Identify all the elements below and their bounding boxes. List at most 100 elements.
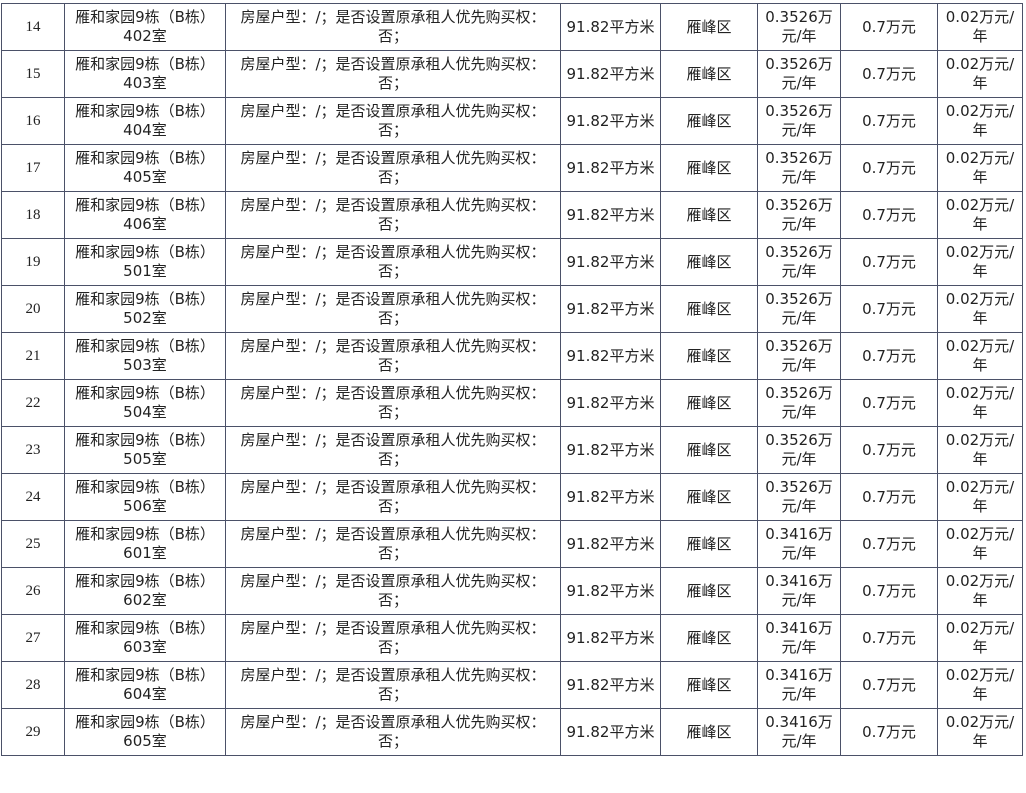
property-name-cell: 雁和家园9栋（B栋）501室 bbox=[64, 238, 226, 286]
deposit-cell: 0.7万元 bbox=[840, 567, 938, 615]
area-cell: 91.82平方米 bbox=[560, 567, 661, 615]
row-number-cell: 15 bbox=[1, 50, 65, 98]
district-cell: 雁峰区 bbox=[660, 426, 758, 474]
deposit-cell: 0.7万元 bbox=[840, 50, 938, 98]
property-name-cell: 雁和家园9栋（B栋）405室 bbox=[64, 144, 226, 192]
property-description-cell: 房屋户型：/；是否设置原承租人优先购买权：否； bbox=[225, 50, 561, 98]
district-cell: 雁峰区 bbox=[660, 191, 758, 239]
deposit-cell: 0.7万元 bbox=[840, 473, 938, 521]
annual-increment-cell: 0.02万元/年 bbox=[937, 50, 1023, 98]
property-name-cell: 雁和家园9栋（B栋）505室 bbox=[64, 426, 226, 474]
deposit-cell: 0.7万元 bbox=[840, 332, 938, 380]
deposit-cell: 0.7万元 bbox=[840, 426, 938, 474]
annual-increment-cell: 0.02万元/年 bbox=[937, 332, 1023, 380]
deposit-cell: 0.7万元 bbox=[840, 238, 938, 286]
property-description-cell: 房屋户型：/；是否设置原承租人优先购买权：否； bbox=[225, 520, 561, 568]
district-cell: 雁峰区 bbox=[660, 520, 758, 568]
rent-price-cell: 0.3416万元/年 bbox=[757, 708, 841, 756]
deposit-cell: 0.7万元 bbox=[840, 3, 938, 51]
table-row: 18 雁和家园9栋（B栋）406室 房屋户型：/；是否设置原承租人优先购买权：否； 9… bbox=[1, 191, 1023, 239]
rent-price-cell: 0.3416万元/年 bbox=[757, 614, 841, 662]
table-row: 20 雁和家园9栋（B栋）502室 房屋户型：/；是否设置原承租人优先购买权：否； 9… bbox=[1, 285, 1023, 333]
property-name-cell: 雁和家园9栋（B栋）602室 bbox=[64, 567, 226, 615]
rent-price-cell: 0.3526万元/年 bbox=[757, 285, 841, 333]
property-description-cell: 房屋户型：/；是否设置原承租人优先购买权：否； bbox=[225, 661, 561, 709]
row-number-cell: 22 bbox=[1, 379, 65, 427]
rent-price-cell: 0.3526万元/年 bbox=[757, 50, 841, 98]
row-number-cell: 16 bbox=[1, 97, 65, 145]
row-number-cell: 28 bbox=[1, 661, 65, 709]
property-description-cell: 房屋户型：/；是否设置原承租人优先购买权：否； bbox=[225, 473, 561, 521]
rent-price-cell: 0.3416万元/年 bbox=[757, 661, 841, 709]
area-cell: 91.82平方米 bbox=[560, 144, 661, 192]
deposit-cell: 0.7万元 bbox=[840, 191, 938, 239]
district-cell: 雁峰区 bbox=[660, 567, 758, 615]
row-number-cell: 27 bbox=[1, 614, 65, 662]
area-cell: 91.82平方米 bbox=[560, 708, 661, 756]
annual-increment-cell: 0.02万元/年 bbox=[937, 97, 1023, 145]
property-description-cell: 房屋户型：/；是否设置原承租人优先购买权：否； bbox=[225, 708, 561, 756]
district-cell: 雁峰区 bbox=[660, 332, 758, 380]
area-cell: 91.82平方米 bbox=[560, 332, 661, 380]
district-cell: 雁峰区 bbox=[660, 238, 758, 286]
annual-increment-cell: 0.02万元/年 bbox=[937, 285, 1023, 333]
deposit-cell: 0.7万元 bbox=[840, 144, 938, 192]
district-cell: 雁峰区 bbox=[660, 3, 758, 51]
table-row: 16 雁和家园9栋（B栋）404室 房屋户型：/；是否设置原承租人优先购买权：否； 9… bbox=[1, 97, 1023, 145]
table-row: 21 雁和家园9栋（B栋）503室 房屋户型：/；是否设置原承租人优先购买权：否； 9… bbox=[1, 332, 1023, 380]
annual-increment-cell: 0.02万元/年 bbox=[937, 3, 1023, 51]
property-name-cell: 雁和家园9栋（B栋）504室 bbox=[64, 379, 226, 427]
area-cell: 91.82平方米 bbox=[560, 426, 661, 474]
annual-increment-cell: 0.02万元/年 bbox=[937, 379, 1023, 427]
rent-price-cell: 0.3416万元/年 bbox=[757, 567, 841, 615]
property-description-cell: 房屋户型：/；是否设置原承租人优先购买权：否； bbox=[225, 238, 561, 286]
property-description-cell: 房屋户型：/；是否设置原承租人优先购买权：否； bbox=[225, 144, 561, 192]
property-name-cell: 雁和家园9栋（B栋）605室 bbox=[64, 708, 226, 756]
row-number-cell: 24 bbox=[1, 473, 65, 521]
annual-increment-cell: 0.02万元/年 bbox=[937, 144, 1023, 192]
area-cell: 91.82平方米 bbox=[560, 3, 661, 51]
annual-increment-cell: 0.02万元/年 bbox=[937, 567, 1023, 615]
district-cell: 雁峰区 bbox=[660, 661, 758, 709]
property-description-cell: 房屋户型：/；是否设置原承租人优先购买权：否； bbox=[225, 332, 561, 380]
rent-price-cell: 0.3526万元/年 bbox=[757, 426, 841, 474]
table-row: 27 雁和家园9栋（B栋）603室 房屋户型：/；是否设置原承租人优先购买权：否； 9… bbox=[1, 614, 1023, 662]
table-row: 23 雁和家园9栋（B栋）505室 房屋户型：/；是否设置原承租人优先购买权：否； 9… bbox=[1, 426, 1023, 474]
rent-price-cell: 0.3526万元/年 bbox=[757, 238, 841, 286]
area-cell: 91.82平方米 bbox=[560, 285, 661, 333]
table-row: 28 雁和家园9栋（B栋）604室 房屋户型：/；是否设置原承租人优先购买权：否； 9… bbox=[1, 661, 1023, 709]
property-name-cell: 雁和家园9栋（B栋）603室 bbox=[64, 614, 226, 662]
property-description-cell: 房屋户型：/；是否设置原承租人优先购买权：否； bbox=[225, 614, 561, 662]
annual-increment-cell: 0.02万元/年 bbox=[937, 661, 1023, 709]
table-row: 29 雁和家园9栋（B栋）605室 房屋户型：/；是否设置原承租人优先购买权：否； 9… bbox=[1, 708, 1023, 756]
deposit-cell: 0.7万元 bbox=[840, 520, 938, 568]
property-name-cell: 雁和家园9栋（B栋）402室 bbox=[64, 3, 226, 51]
property-table: 14 雁和家园9栋（B栋）402室 房屋户型：/；是否设置原承租人优先购买权：否； 9… bbox=[1, 3, 1023, 756]
property-description-cell: 房屋户型：/；是否设置原承租人优先购买权：否； bbox=[225, 191, 561, 239]
row-number-cell: 26 bbox=[1, 567, 65, 615]
property-name-cell: 雁和家园9栋（B栋）403室 bbox=[64, 50, 226, 98]
property-description-cell: 房屋户型：/；是否设置原承租人优先购买权：否； bbox=[225, 97, 561, 145]
row-number-cell: 23 bbox=[1, 426, 65, 474]
annual-increment-cell: 0.02万元/年 bbox=[937, 473, 1023, 521]
deposit-cell: 0.7万元 bbox=[840, 97, 938, 145]
property-description-cell: 房屋户型：/；是否设置原承租人优先购买权：否； bbox=[225, 426, 561, 474]
area-cell: 91.82平方米 bbox=[560, 661, 661, 709]
row-number-cell: 21 bbox=[1, 332, 65, 380]
district-cell: 雁峰区 bbox=[660, 473, 758, 521]
row-number-cell: 19 bbox=[1, 238, 65, 286]
property-name-cell: 雁和家园9栋（B栋）406室 bbox=[64, 191, 226, 239]
row-number-cell: 14 bbox=[1, 3, 65, 51]
rent-price-cell: 0.3526万元/年 bbox=[757, 191, 841, 239]
area-cell: 91.82平方米 bbox=[560, 97, 661, 145]
row-number-cell: 17 bbox=[1, 144, 65, 192]
table-row: 25 雁和家园9栋（B栋）601室 房屋户型：/；是否设置原承租人优先购买权：否； 9… bbox=[1, 520, 1023, 568]
property-name-cell: 雁和家园9栋（B栋）604室 bbox=[64, 661, 226, 709]
district-cell: 雁峰区 bbox=[660, 614, 758, 662]
deposit-cell: 0.7万元 bbox=[840, 708, 938, 756]
property-name-cell: 雁和家园9栋（B栋）404室 bbox=[64, 97, 226, 145]
deposit-cell: 0.7万元 bbox=[840, 614, 938, 662]
annual-increment-cell: 0.02万元/年 bbox=[937, 238, 1023, 286]
annual-increment-cell: 0.02万元/年 bbox=[937, 426, 1023, 474]
table-row: 15 雁和家园9栋（B栋）403室 房屋户型：/；是否设置原承租人优先购买权：否； 9… bbox=[1, 50, 1023, 98]
